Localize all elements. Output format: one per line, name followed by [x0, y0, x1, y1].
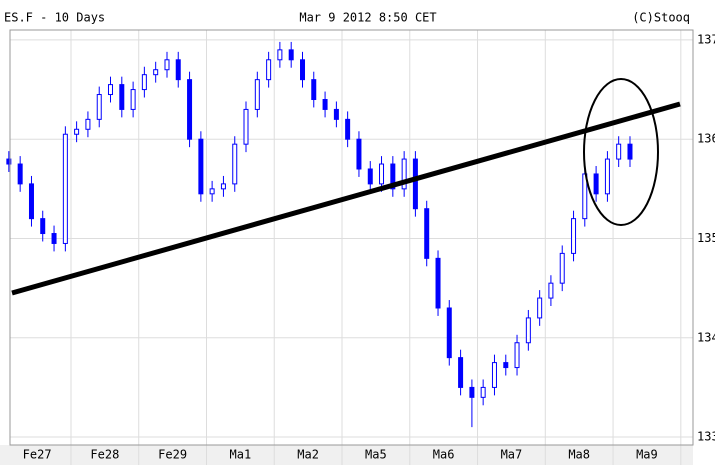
candle-body	[333, 108, 339, 120]
candle-body	[266, 59, 272, 81]
candle-body	[187, 79, 193, 140]
x-tick-label: Ma9	[636, 448, 658, 462]
candle-body	[514, 342, 520, 369]
x-tick-label: Fe29	[158, 448, 187, 462]
candle-body	[412, 158, 418, 210]
candle-body	[40, 218, 46, 235]
candle-body	[300, 59, 306, 81]
candle-body	[345, 118, 351, 140]
candle-body	[277, 49, 283, 61]
x-tick-label: Ma1	[230, 448, 252, 462]
candle-body	[390, 163, 396, 190]
x-tick-label: Ma7	[501, 448, 523, 462]
source: (C)Stooq	[632, 11, 690, 25]
candle-body	[525, 317, 531, 344]
candle-body	[604, 158, 610, 195]
candle-body	[322, 98, 328, 110]
candle-body	[51, 233, 57, 244]
y-tick-label: 133	[697, 430, 715, 444]
candle-body	[559, 252, 565, 284]
candle-body	[209, 188, 215, 195]
candle-body	[616, 143, 622, 160]
candle-body	[175, 59, 181, 81]
candle-body	[424, 208, 430, 259]
candle-body	[220, 183, 226, 190]
candle-body	[571, 218, 577, 254]
plot	[6, 30, 693, 465]
plot-frame	[9, 29, 694, 446]
y-tick-label: 137	[697, 32, 715, 46]
candle-body	[548, 282, 554, 299]
x-tick-label: Ma6	[433, 448, 455, 462]
candle-body	[379, 163, 385, 185]
candle-body	[198, 138, 204, 195]
candle-body	[164, 59, 170, 71]
y-tick-label: 136	[697, 132, 715, 146]
x-tick-label: Fe27	[23, 448, 52, 462]
candle-body	[503, 362, 509, 369]
candle-body	[356, 138, 362, 170]
candle-body	[311, 79, 317, 100]
trend-line-annotation	[11, 101, 681, 296]
candle-body	[254, 79, 260, 110]
candle-body	[593, 173, 599, 195]
candle-body	[367, 168, 373, 185]
x-tick-label: Ma5	[365, 448, 387, 462]
x-tick-label: Ma8	[568, 448, 590, 462]
candle-body	[153, 69, 159, 76]
candle-body	[243, 108, 249, 145]
x-tick-label: Ma2	[297, 448, 319, 462]
y-tick-label: 134	[697, 330, 715, 344]
candle-body	[627, 143, 633, 160]
circle-annotation	[583, 78, 659, 226]
candle-body	[85, 118, 91, 130]
candle-body	[28, 183, 34, 220]
candle-body	[6, 158, 12, 165]
candle-body	[537, 297, 543, 319]
candle-body	[401, 158, 407, 190]
y-tick-label: 135	[697, 231, 715, 245]
candle-body	[232, 143, 238, 185]
candle-body	[74, 128, 80, 135]
candle-body	[96, 94, 102, 120]
candle-body	[435, 257, 441, 309]
candle-body	[107, 84, 113, 96]
x-tick-label: Fe28	[90, 448, 119, 462]
x-axis-band	[0, 445, 693, 465]
candle-body	[446, 307, 452, 359]
candle-body	[130, 89, 136, 110]
candle-body	[458, 357, 464, 388]
chart-title: ES.F - 10 Days	[4, 11, 105, 25]
candle-body	[480, 386, 486, 398]
candle-body	[119, 84, 125, 110]
candle-body	[17, 163, 23, 185]
candle-body	[469, 386, 475, 398]
candle-body	[491, 362, 497, 388]
candle-body	[141, 74, 147, 91]
candle-body	[288, 49, 294, 61]
timestamp: Mar 9 2012 8:50 CET	[299, 11, 436, 25]
candle-body	[62, 133, 68, 244]
